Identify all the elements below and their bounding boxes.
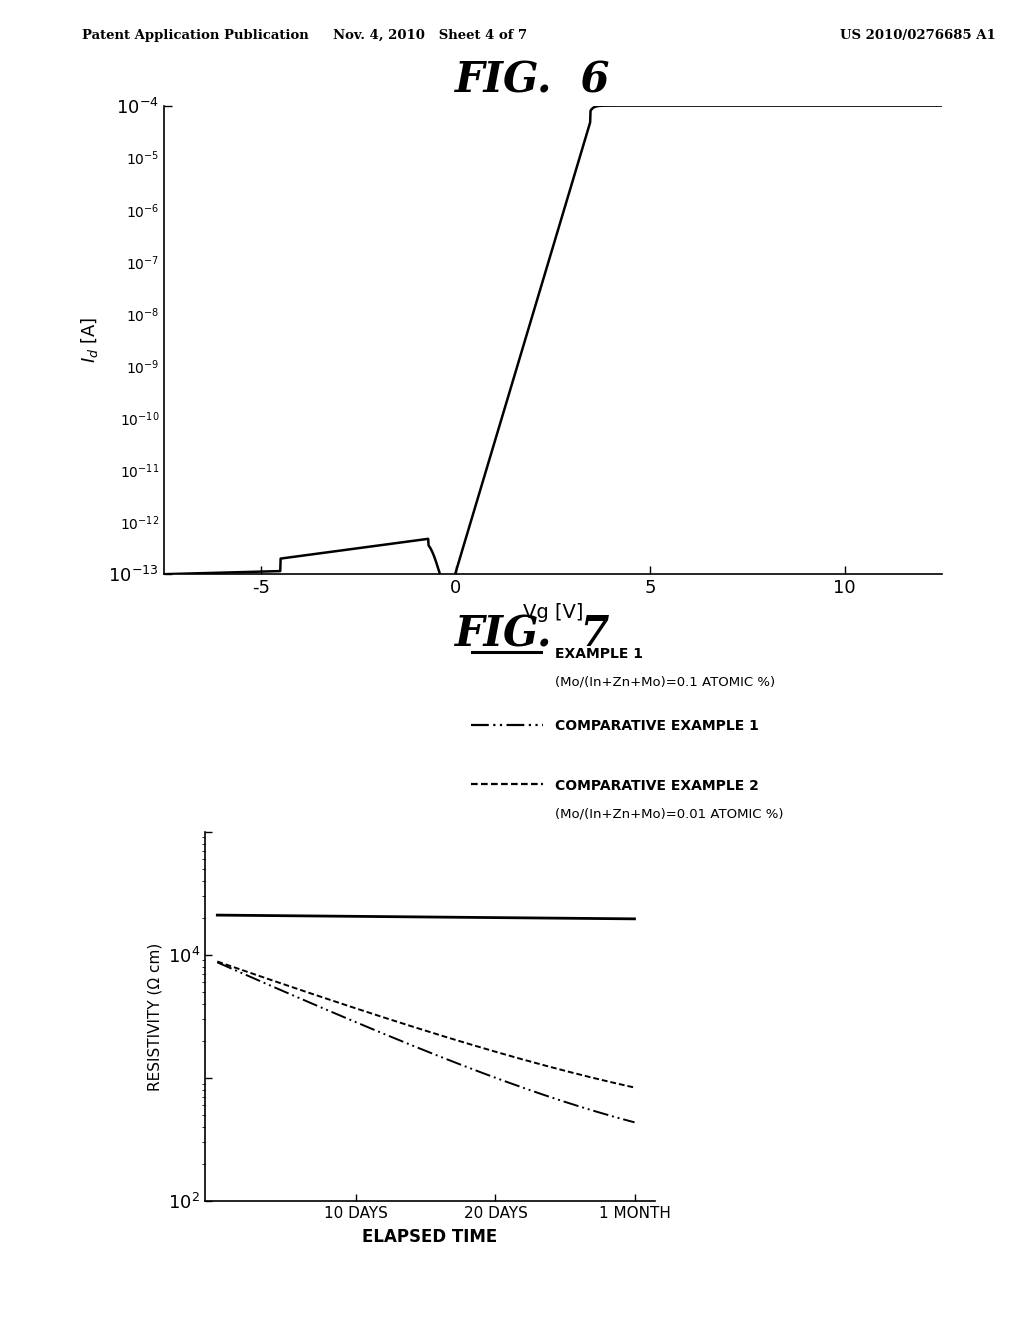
- Text: FIG.  6: FIG. 6: [455, 59, 610, 102]
- Y-axis label: RESISTIVITY (Ω cm): RESISTIVITY (Ω cm): [147, 942, 162, 1090]
- Text: Patent Application Publication: Patent Application Publication: [82, 29, 308, 42]
- Text: (Mo/(In+Zn+Mo)=0.1 ATOMIC %): (Mo/(In+Zn+Mo)=0.1 ATOMIC %): [555, 676, 775, 689]
- Text: FIG.  7: FIG. 7: [455, 614, 610, 656]
- Y-axis label: $I_d\ [\mathrm{A}]$: $I_d\ [\mathrm{A}]$: [79, 317, 100, 363]
- X-axis label: ELAPSED TIME: ELAPSED TIME: [362, 1228, 498, 1246]
- Text: US 2010/0276685 A1: US 2010/0276685 A1: [840, 29, 995, 42]
- Text: COMPARATIVE EXAMPLE 1: COMPARATIVE EXAMPLE 1: [555, 719, 759, 734]
- Text: EXAMPLE 1: EXAMPLE 1: [555, 647, 643, 661]
- Text: COMPARATIVE EXAMPLE 2: COMPARATIVE EXAMPLE 2: [555, 779, 759, 793]
- Text: Nov. 4, 2010   Sheet 4 of 7: Nov. 4, 2010 Sheet 4 of 7: [333, 29, 527, 42]
- X-axis label: Vg [V]: Vg [V]: [523, 603, 583, 622]
- Text: (Mo/(In+Zn+Mo)=0.01 ATOMIC %): (Mo/(In+Zn+Mo)=0.01 ATOMIC %): [555, 808, 783, 821]
